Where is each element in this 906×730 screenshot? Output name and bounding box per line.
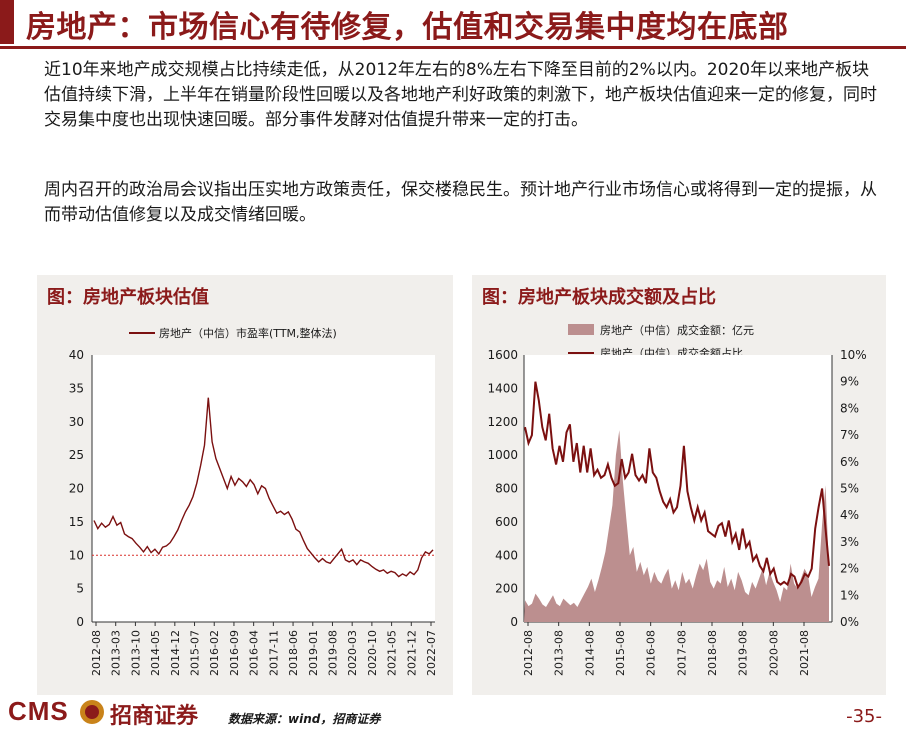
footer: CMS 招商证券 数据来源：wind，招商证券 -35-: [0, 696, 906, 729]
turnover-y2-tick: 7%: [840, 428, 859, 442]
valuation-chart-panel: 图：房地产板块估值 房地产（中信）市盈率(TTM,整体法) 0 5 10 15 20 25…: [37, 275, 453, 695]
body-paragraph-2: 周内召开的政治局会议指出压实地方政策责任，保交楼稳民生。预计地产行业市场信心或将…: [44, 180, 877, 225]
brand-name: 招商证券: [110, 704, 199, 729]
valuation-chart: 房地产（中信）市盈率(TTM,整体法) 0 5 10 15 20 25 30 35 40 2012…: [69, 326, 438, 676]
valuation-x-tick: 2014-12: [169, 630, 182, 676]
valuation-y-tick: 25: [69, 448, 84, 462]
valuation-x-tick: 2021-05: [386, 630, 399, 676]
valuation-x-tick: 2022-07: [425, 630, 438, 676]
valuation-x-tick: 2020-03: [346, 630, 359, 676]
turnover-y2-tick: 10%: [840, 348, 867, 362]
turnover-y-tick: 1400: [487, 381, 518, 395]
turnover-y2-tick: 4%: [840, 508, 859, 522]
turnover-y2-tick: 5%: [840, 482, 859, 496]
valuation-x-tick: 2014-05: [149, 630, 162, 676]
turnover-x-tick: 2019-08: [737, 630, 750, 676]
valuation-x-tick: 2013-03: [110, 630, 123, 676]
turnover-x-tick: 2017-08: [675, 630, 688, 676]
valuation-y-tick: 10: [69, 548, 84, 562]
turnover-y-tick: 1000: [487, 448, 518, 462]
turnover-y2-tick: 8%: [840, 401, 859, 415]
turnover-chart-title: 图：房地产板块成交额及占比: [482, 287, 716, 308]
valuation-x-tick: 2012-08: [90, 630, 103, 676]
data-source: 数据来源：wind，招商证券: [228, 712, 381, 726]
turnover-y2-tick: 1%: [840, 588, 859, 602]
cms-logo-text: CMS: [8, 696, 69, 726]
turnover-chart: 房地产（中信）成交金额：亿元 房地产（中信）成交金额占比 02004006008…: [487, 323, 867, 676]
valuation-x-tick: 2018-06: [287, 630, 300, 676]
company-logo-icon: [80, 700, 104, 724]
valuation-y-tick: 15: [69, 515, 84, 529]
valuation-x-tick: 2016-09: [228, 630, 241, 676]
valuation-y-tick: 35: [69, 381, 84, 395]
valuation-x-tick: 2016-02: [208, 630, 221, 676]
valuation-plot-area: [92, 355, 435, 622]
turnover-y-tick: 200: [495, 582, 518, 596]
valuation-x-tick: 2015-07: [189, 630, 202, 676]
turnover-x-tick: 2015-08: [614, 630, 627, 676]
page-title: 房地产：市场信心有待修复，估值和交易集中度均在底部: [26, 10, 789, 45]
turnover-x-tick: 2018-08: [706, 630, 719, 676]
turnover-x-tick: 2012-08: [522, 630, 535, 676]
turnover-share-line: [524, 381, 830, 590]
turnover-y2-tick: 2%: [840, 562, 859, 576]
turnover-y-tick: 800: [495, 482, 518, 496]
valuation-legend-label: 房地产（中信）市盈率(TTM,整体法): [159, 326, 337, 340]
valuation-x-tick: 2019-08: [326, 630, 339, 676]
turnover-y2-tick: 6%: [840, 455, 859, 469]
valuation-y-tick: 5: [76, 582, 84, 596]
turnover-x-tick: 2020-08: [767, 630, 780, 676]
valuation-x-tick: 2021-12: [405, 630, 418, 676]
valuation-x-tick: 2016-04: [248, 630, 261, 676]
turnover-amount-area: [524, 430, 829, 622]
valuation-y-tick: 40: [69, 348, 84, 362]
valuation-chart-title: 图：房地产板块估值: [47, 287, 209, 308]
turnover-y-tick: 1200: [487, 415, 518, 429]
turnover-y2-tick: 9%: [840, 375, 859, 389]
turnover-y2-tick: 3%: [840, 535, 859, 549]
valuation-series-line: [93, 397, 434, 578]
turnover-plot-area: [524, 355, 832, 622]
turnover-y-tick: 1600: [487, 348, 518, 362]
page-number: -35-: [846, 706, 882, 727]
body-paragraph-1: 近10年来地产成交规模占比持续走低，从2012年左右的8%左右下降至目前的2%以…: [44, 60, 877, 130]
valuation-y-tick: 30: [69, 415, 84, 429]
valuation-x-tick: 2020-10: [366, 630, 379, 676]
turnover-y-tick: 400: [495, 548, 518, 562]
valuation-x-tick: 2019-01: [307, 630, 320, 676]
valuation-y-tick: 0: [76, 615, 84, 629]
turnover-x-tick: 2014-08: [583, 630, 596, 676]
turnover-x-tick: 2013-08: [553, 630, 566, 676]
valuation-y-tick: 20: [69, 482, 84, 496]
turnover-x-tick: 2016-08: [645, 630, 658, 676]
valuation-x-tick: 2017-11: [267, 630, 280, 676]
valuation-x-tick: 2013-10: [129, 630, 142, 676]
turnover-x-tick: 2021-08: [798, 630, 811, 676]
header-accent-bar: [0, 0, 14, 44]
turnover-y-tick: 0: [510, 615, 518, 629]
turnover-y-tick: 600: [495, 515, 518, 529]
turnover-legend-area-swatch: [568, 324, 594, 335]
turnover-chart-panel: 图：房地产板块成交额及占比 房地产（中信）成交金额：亿元 房地产（中信）成交金额…: [472, 275, 886, 695]
turnover-legend-area-label: 房地产（中信）成交金额：亿元: [600, 323, 754, 337]
title-divider: [0, 46, 906, 49]
turnover-y2-tick: 0%: [840, 615, 859, 629]
